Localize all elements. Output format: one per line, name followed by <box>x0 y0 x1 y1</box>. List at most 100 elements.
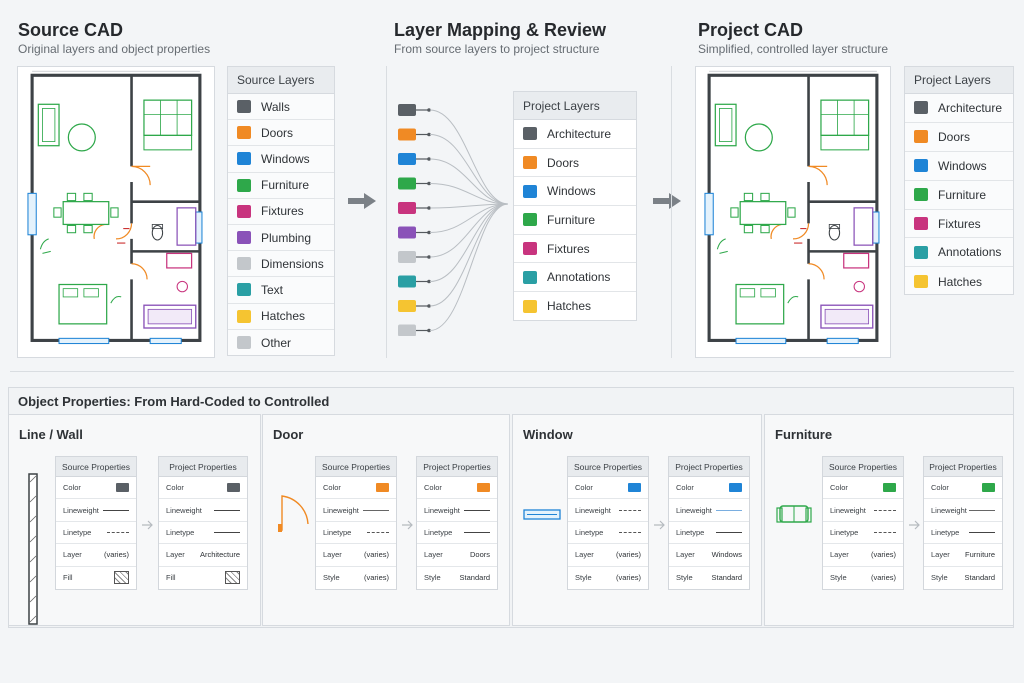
layer-row-other[interactable]: Other <box>228 330 334 356</box>
layer-row-windows[interactable]: Windows <box>905 152 1013 181</box>
layer-name: Architecture <box>547 126 612 141</box>
source-cad-subtitle: Original layers and object properties <box>18 42 211 56</box>
layer-name: Other <box>261 335 292 350</box>
layer-row-fixtures[interactable]: Fixtures <box>514 235 636 264</box>
property-row: Linetype <box>417 522 497 545</box>
wall-symbol-icon <box>26 472 38 635</box>
property-row: Layer Architecture <box>159 544 247 567</box>
property-label: Color <box>676 483 694 493</box>
color-swatch <box>227 483 240 493</box>
arrow-right-icon <box>348 193 376 209</box>
layer-row-hatches[interactable]: Hatches <box>905 267 1013 296</box>
layer-name: Annotations <box>547 270 611 285</box>
layer-row-dimensions[interactable]: Dimensions <box>228 251 334 278</box>
mapping-curve <box>429 203 509 282</box>
property-row: Style (varies) <box>823 567 903 589</box>
color-swatch <box>376 483 389 493</box>
project-properties-header: Project Properties <box>669 457 749 477</box>
property-label: Layer <box>931 550 950 560</box>
color-swatch <box>883 483 896 493</box>
layer-row-architecture[interactable]: Architecture <box>514 120 636 149</box>
project-layers-panel: Project Layers Architecture Doors Windows F… <box>904 66 1014 295</box>
layer-color-swatch <box>523 270 537 284</box>
arrow-right-icon <box>908 517 922 535</box>
chip-connector-dot <box>427 157 431 161</box>
property-label: Linetype <box>63 527 92 537</box>
project-layers-header: Project Layers <box>905 67 1013 94</box>
property-label: Style <box>323 573 340 583</box>
project-properties-header: Project Properties <box>417 457 497 477</box>
mapping-curve <box>429 203 509 233</box>
mapping-project-layers-header: Project Layers <box>514 92 636 120</box>
mapping-curve <box>429 158 509 205</box>
property-label: Style <box>931 573 948 583</box>
layer-color-swatch <box>914 130 928 144</box>
linetype-sample <box>107 531 129 533</box>
property-row: Lineweight <box>316 499 396 522</box>
source-layer-chip <box>398 300 416 312</box>
layer-row-text[interactable]: Text <box>228 277 334 304</box>
layer-row-plumbing[interactable]: Plumbing <box>228 225 334 252</box>
layer-row-architecture[interactable]: Architecture <box>905 94 1013 123</box>
property-row: Color <box>568 477 648 500</box>
layer-color-swatch <box>237 336 251 350</box>
layer-row-doors[interactable]: Doors <box>228 120 334 147</box>
property-value: (varies) <box>870 573 896 583</box>
property-value: Furniture <box>964 550 995 560</box>
layer-row-windows[interactable]: Windows <box>228 146 334 173</box>
window-symbol-icon <box>523 508 563 527</box>
property-label: Lineweight <box>63 505 99 515</box>
layer-row-annotations[interactable]: Annotations <box>905 238 1013 268</box>
layer-row-fixtures[interactable]: Fixtures <box>228 199 334 225</box>
layer-row-furniture[interactable]: Furniture <box>228 173 334 199</box>
property-value: Doors <box>469 550 490 560</box>
property-row: Linetype <box>568 522 648 545</box>
mapping-curve <box>429 183 509 205</box>
layer-row-annotations[interactable]: Annotations <box>514 263 636 293</box>
property-label: Lineweight <box>575 505 611 515</box>
property-label: Linetype <box>676 527 705 537</box>
layer-color-swatch <box>914 159 928 173</box>
layer-row-doors[interactable]: Doors <box>905 123 1013 152</box>
mapping-curve <box>429 203 509 258</box>
layer-row-hatches[interactable]: Hatches <box>514 292 636 321</box>
panel-title: Line / Wall <box>19 427 83 442</box>
layer-row-doors[interactable]: Doors <box>514 149 636 178</box>
layer-row-hatches[interactable]: Hatches <box>228 304 334 330</box>
property-row: Style Standard <box>669 567 749 589</box>
section-divider <box>10 371 1014 372</box>
property-row: Color <box>924 477 1002 500</box>
layer-name: Fixtures <box>547 241 590 256</box>
layer-name: Furniture <box>938 187 987 202</box>
color-swatch <box>628 483 641 493</box>
layer-color-swatch <box>914 101 928 115</box>
layer-row-fixtures[interactable]: Fixtures <box>905 210 1013 239</box>
mapping-curve <box>429 134 509 205</box>
mapping-curve <box>429 203 509 331</box>
mapping-left-divider <box>386 66 387 358</box>
layer-name: Fixtures <box>938 216 981 231</box>
layer-color-swatch <box>523 299 537 313</box>
layer-row-furniture[interactable]: Furniture <box>514 206 636 235</box>
source-layer-chip <box>398 202 416 214</box>
property-row: Lineweight <box>417 499 497 522</box>
property-row: Style Standard <box>924 567 1002 589</box>
lineweight-sample <box>363 509 389 511</box>
property-row: Color <box>159 477 247 500</box>
layer-color-swatch <box>237 231 251 245</box>
property-row: Layer (varies) <box>568 544 648 567</box>
property-label: Lineweight <box>424 505 460 515</box>
property-label: Layer <box>676 550 695 560</box>
property-row: Color <box>669 477 749 500</box>
property-row: Linetype <box>823 522 903 545</box>
mapping-title: Layer Mapping & Review <box>394 20 607 40</box>
layer-color-swatch <box>237 309 251 323</box>
layer-row-walls[interactable]: Walls <box>228 94 334 121</box>
mapping-connector-lines <box>398 104 509 336</box>
panel-title: Window <box>523 427 573 442</box>
property-label: Color <box>424 483 442 493</box>
layer-row-furniture[interactable]: Furniture <box>905 181 1013 210</box>
layer-color-swatch <box>523 127 537 141</box>
layer-row-windows[interactable]: Windows <box>514 177 636 207</box>
layer-color-swatch <box>237 283 251 297</box>
